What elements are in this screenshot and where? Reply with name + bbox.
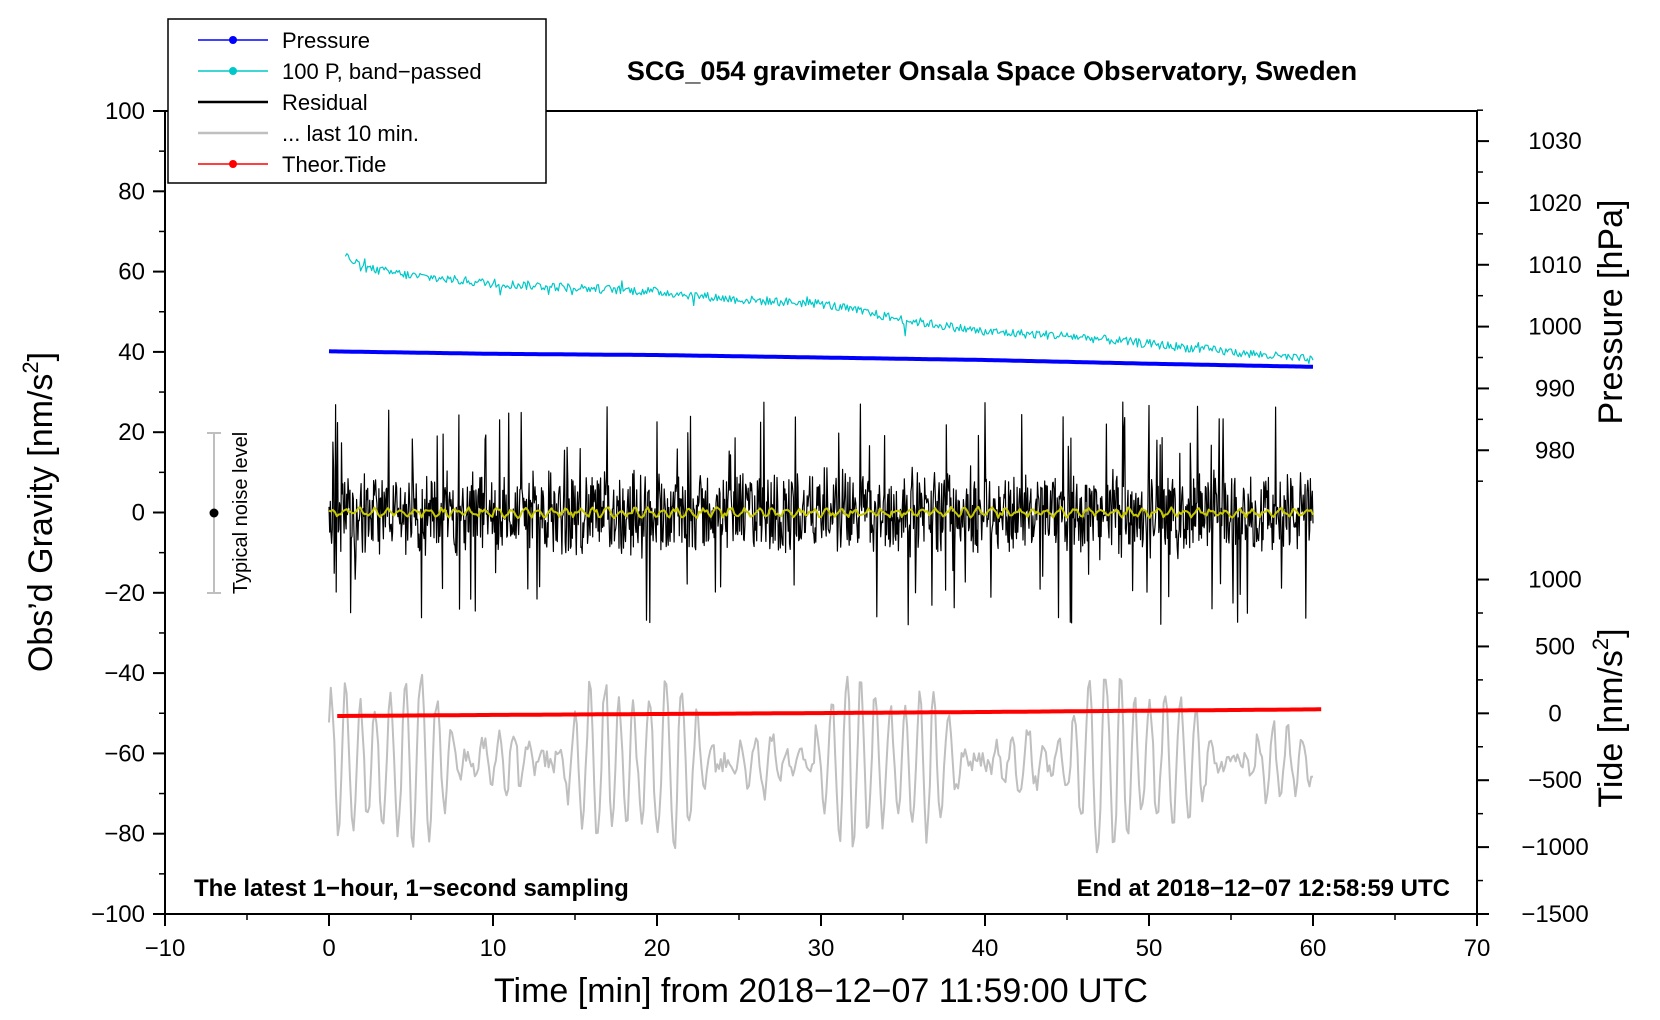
theoretical-tide-line <box>337 707 1322 718</box>
pressure-tick-label: 1000 <box>1528 314 1581 341</box>
x-tick-label: 0 <box>322 935 335 962</box>
pressure-line <box>328 349 1314 369</box>
legend-entry-pressure: Pressure <box>198 28 370 53</box>
legend-label-bandpassed: 100 P, band−passed <box>282 59 482 84</box>
legend-marker-tide <box>229 160 237 168</box>
x-tick-label: 20 <box>644 935 671 962</box>
legend-marker-pressure <box>229 36 237 44</box>
y-tick-label: 80 <box>118 178 145 205</box>
pressure-tick-label: 1030 <box>1528 128 1581 155</box>
y-axis-title-pressure: Pressure [hPa] <box>1592 200 1630 425</box>
tide-tick-label: 1000 <box>1528 567 1581 594</box>
legend-entry-bandpassed: 100 P, band−passed <box>198 59 482 84</box>
tide-tick-label: −500 <box>1528 767 1582 794</box>
legend-label-tide: Theor.Tide <box>282 152 386 177</box>
pressure-tick-label: 1020 <box>1528 190 1581 217</box>
y-axis-title-left: Obs’d Gravity [nm/s2] <box>18 352 60 672</box>
legend-marker-bandpassed <box>229 67 237 75</box>
chart-title: SCG_054 gravimeter Onsala Space Observat… <box>627 56 1357 86</box>
residual-line <box>328 401 1314 626</box>
last-10-min-line <box>328 673 1314 854</box>
x-tick-label: 50 <box>1136 935 1163 962</box>
legend-label-pressure: Pressure <box>282 28 370 53</box>
legend-entry-last10: ... last 10 min. <box>198 121 419 146</box>
x-tick-label: 30 <box>808 935 835 962</box>
x-tick-label: 10 <box>480 935 507 962</box>
y-tick-label: −20 <box>104 580 145 607</box>
x-tick-label: 60 <box>1300 935 1327 962</box>
y-tick-label: 0 <box>132 500 145 527</box>
noise-center-dot <box>209 508 219 518</box>
y-tick-label: −40 <box>104 660 145 687</box>
axes-layer: −10 0 10 20 30 40 50 60 70−100−80−60−40−20020406… <box>91 98 1589 962</box>
x-axis-title: Time [min] from 2018−12−07 11:59:00 UTC <box>494 972 1148 1010</box>
legend-label-residual: Residual <box>282 90 368 115</box>
pressure-tick-label: 980 <box>1535 437 1575 464</box>
x-tick-label: −10 <box>145 935 186 962</box>
legend: Pressure 100 P, band−passed Residual ...… <box>167 18 547 184</box>
y-tick-label: −80 <box>104 821 145 848</box>
series-layer <box>328 253 1322 854</box>
y-tick-label: −100 <box>91 901 145 928</box>
y-tick-label: −60 <box>104 740 145 767</box>
tide-tick-label: −1500 <box>1521 901 1588 928</box>
residual-smoothed-line <box>328 505 1314 520</box>
x-tick-label: 40 <box>972 935 999 962</box>
pressure-tick-label: 990 <box>1535 375 1575 402</box>
y-tick-label: 100 <box>105 98 145 125</box>
pressure-tick-label: 1010 <box>1528 252 1581 279</box>
tide-tick-label: 500 <box>1535 633 1575 660</box>
noise-indicator: Typical noise level <box>207 432 252 594</box>
y-axis-title-tide: Tide [nm/s2] <box>1588 628 1630 807</box>
legend-entry-tide: Theor.Tide <box>198 152 386 177</box>
y-tick-label: 60 <box>118 259 145 286</box>
y-tick-label: 20 <box>118 419 145 446</box>
y-tick-label: 40 <box>118 339 145 366</box>
tide-tick-label: 0 <box>1548 700 1561 727</box>
legend-entry-residual: Residual <box>198 90 368 115</box>
legend-label-last10: ... last 10 min. <box>282 121 419 146</box>
sampling-annotation: The latest 1−hour, 1−second sampling <box>194 875 629 902</box>
tide-tick-label: −1000 <box>1521 834 1588 861</box>
end-time-annotation: End at 2018−12−07 12:58:59 UTC <box>1076 875 1450 902</box>
bandpassed-pressure-line <box>344 253 1314 365</box>
x-tick-label: 70 <box>1464 935 1491 962</box>
noise-label: Typical noise level <box>230 432 252 594</box>
